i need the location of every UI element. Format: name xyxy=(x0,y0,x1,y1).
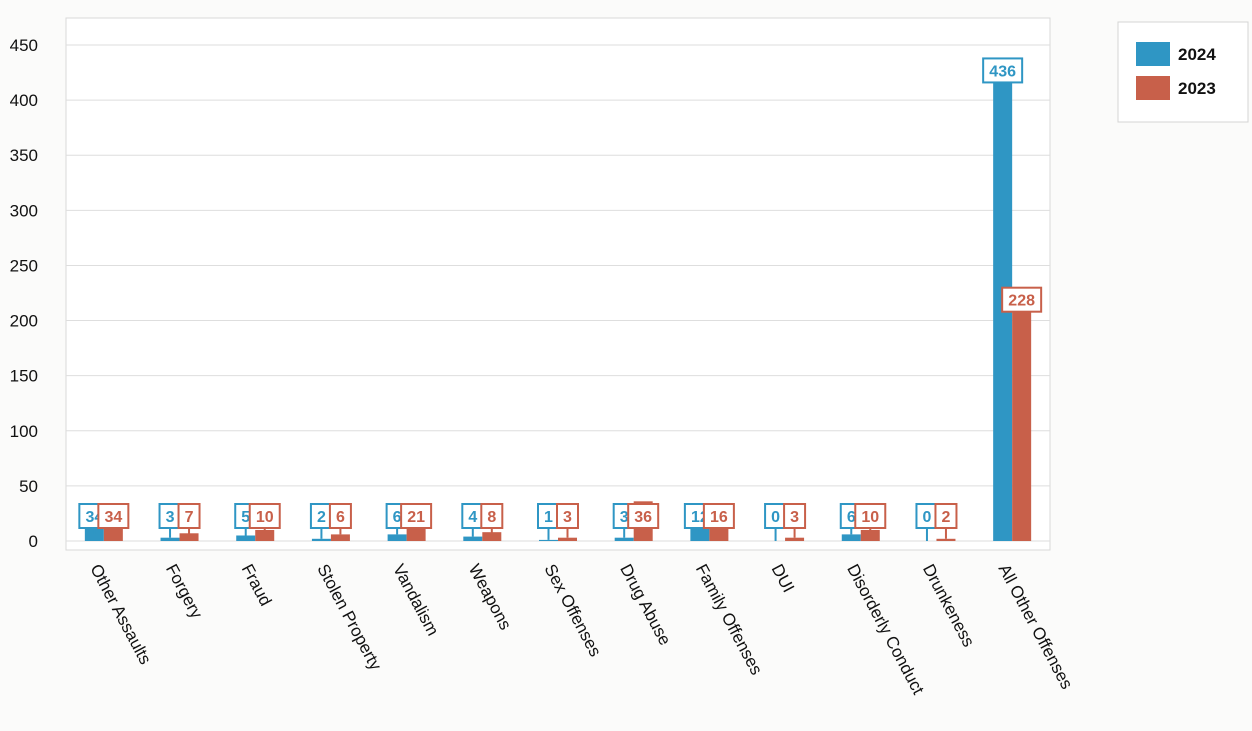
y-tick-label: 250 xyxy=(10,256,38,275)
bar-2023 xyxy=(255,529,275,541)
bar-2023 xyxy=(558,537,577,541)
y-tick-label: 350 xyxy=(10,146,38,165)
data-label-2024: 1 xyxy=(544,509,553,526)
x-axis: Other Assaults Forgery Fraud Stolen Propert… xyxy=(86,561,1076,698)
legend-label-2024: 2024 xyxy=(1178,45,1216,64)
data-label-2023: 3 xyxy=(563,509,572,526)
y-tick-label: 300 xyxy=(10,201,38,220)
category-label: Forgery xyxy=(162,561,207,622)
data-label-2024: 4 xyxy=(468,509,477,526)
category-label: Sex Offenses xyxy=(540,561,605,660)
data-label-2024: 436 xyxy=(989,63,1016,80)
legend-swatch-2024 xyxy=(1136,42,1170,66)
category-label: Disorderly Conduct xyxy=(843,561,928,698)
bar-2024 xyxy=(160,537,180,541)
data-label-2023: 21 xyxy=(407,509,425,526)
data-label-box xyxy=(97,503,130,529)
category-label: Stolen Property xyxy=(313,561,385,674)
bar-2024 xyxy=(311,538,331,541)
data-label-2023: 8 xyxy=(487,509,496,526)
bar-2024 xyxy=(236,535,256,541)
data-label-box xyxy=(556,503,579,529)
data-label-box xyxy=(854,503,887,529)
bar-2023 xyxy=(330,534,350,541)
data-label-2024: 0 xyxy=(771,509,780,526)
data-label-box xyxy=(702,503,735,529)
y-tick-label: 150 xyxy=(10,367,38,386)
bar-2024 xyxy=(387,534,407,541)
y-tick-label: 400 xyxy=(10,91,38,110)
data-label-box xyxy=(400,503,433,529)
data-label-box xyxy=(248,503,281,529)
bar-2023 xyxy=(860,529,880,541)
data-label-box xyxy=(982,57,1024,84)
legend-label-2023: 2023 xyxy=(1178,79,1216,98)
legend-box xyxy=(1117,21,1249,123)
bar-2023 xyxy=(936,538,956,541)
data-label-2024: 0 xyxy=(923,509,932,526)
data-label-box xyxy=(627,503,660,529)
bar-2024 xyxy=(463,536,483,541)
data-label-2023: 36 xyxy=(634,509,652,526)
y-tick-label: 50 xyxy=(19,477,38,496)
category-label: Vandalism xyxy=(389,561,442,639)
data-label-box xyxy=(934,503,958,529)
data-label-2023: 7 xyxy=(185,509,194,526)
bar-2023 xyxy=(1012,289,1032,541)
data-label-box xyxy=(480,503,504,529)
y-tick-label: 100 xyxy=(10,422,38,441)
data-label-2024: 2 xyxy=(317,509,326,526)
bar-2024 xyxy=(539,539,558,541)
data-label-2023: 10 xyxy=(861,509,879,526)
data-label-box xyxy=(177,503,201,529)
bar-2024 xyxy=(841,534,861,541)
data-label-2024: 5 xyxy=(241,509,250,526)
bar-2024 xyxy=(690,527,710,541)
category-label: All Other Offenses xyxy=(995,561,1077,692)
data-label-box xyxy=(1001,286,1043,313)
gridlines xyxy=(66,44,1050,542)
data-label-2024: 3 xyxy=(620,509,629,526)
y-tick-label: 200 xyxy=(10,312,38,331)
data-label-box xyxy=(328,503,352,529)
data-label-2023: 16 xyxy=(710,509,728,526)
plot-area xyxy=(65,17,1051,551)
y-axis: 0 50 100 150 200 250 300 350 400 450 xyxy=(10,36,38,551)
category-label: Fraud xyxy=(238,561,276,609)
y-tick-label: 450 xyxy=(10,36,38,55)
category-label: DUI xyxy=(768,561,799,596)
data-label-2024: 6 xyxy=(393,509,402,526)
bar-2023 xyxy=(785,537,805,541)
data-label-2023: 3 xyxy=(790,509,799,526)
data-label-2023: 10 xyxy=(256,509,274,526)
data-label-2023: 228 xyxy=(1008,293,1035,310)
category-label: Other Assaults xyxy=(86,561,155,668)
bar-2023 xyxy=(482,532,502,541)
category-label: Weapons xyxy=(465,561,515,633)
data-label-2023: 2 xyxy=(942,509,951,526)
legend-swatch-2023 xyxy=(1136,76,1170,100)
data-label-2024: 6 xyxy=(847,509,856,526)
y-tick-label: 0 xyxy=(29,532,38,551)
legend: 2024 2023 xyxy=(1117,21,1249,123)
data-label-2024: 3 xyxy=(166,509,175,526)
bar-2024 xyxy=(614,537,634,541)
bar-2023 xyxy=(179,533,199,541)
data-label-2023: 34 xyxy=(104,509,122,526)
data-label-2023: 6 xyxy=(336,509,345,526)
data-label-box xyxy=(783,503,807,529)
category-label: Drug Abuse xyxy=(616,561,674,648)
category-label: Drunkeness xyxy=(919,561,978,650)
category-label: Family Offenses xyxy=(692,561,766,678)
